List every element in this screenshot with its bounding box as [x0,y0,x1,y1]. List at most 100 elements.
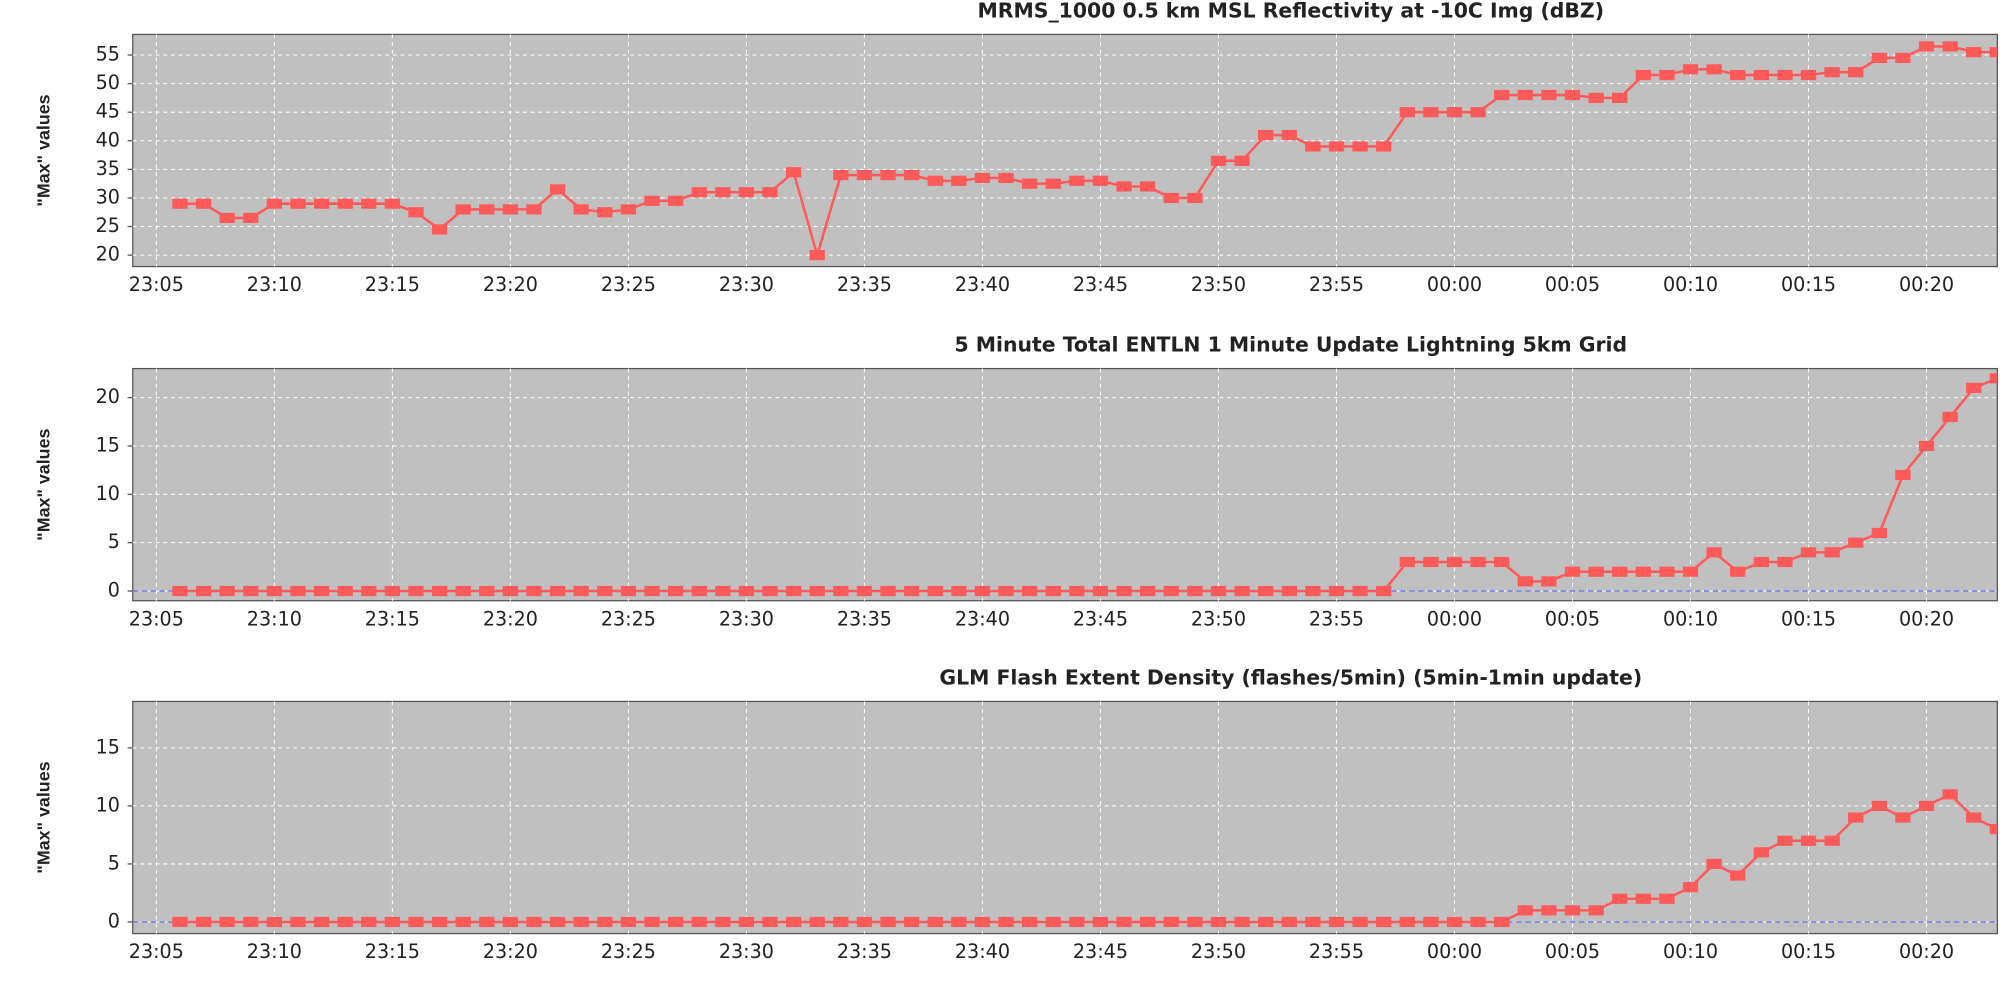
point-marker [620,204,637,215]
point-marker [431,224,448,235]
point-marker [1092,916,1109,928]
point-marker [1376,141,1392,152]
point-marker [1541,905,1557,916]
point-marker [1163,192,1179,204]
point-marker [172,916,188,928]
point-marker [1989,373,1998,384]
point-marker [1234,585,1250,597]
point-marker [1989,47,1998,58]
point-marker [1116,181,1132,192]
point-marker [1470,107,1486,118]
point-marker [1848,812,1864,823]
point-marker [1564,905,1581,916]
point-marker [1777,69,1793,81]
point-marker [1753,69,1769,81]
x-tick-label: 23:40 [955,607,1010,630]
point-marker [691,916,707,928]
x-tick-label: 23:30 [719,273,774,296]
point-marker [1328,141,1345,152]
point-marker [1730,870,1746,881]
point-marker [431,916,448,928]
point-marker [1446,556,1463,568]
point-marker [1399,916,1415,928]
point-marker [172,198,188,209]
point-marker [1706,858,1722,870]
point-marker [856,916,873,928]
point-marker [691,585,707,597]
point-marker [573,204,589,215]
y-tick-label: 0 [108,579,120,602]
point-marker [1588,92,1604,103]
point-marker [809,250,825,261]
point-marker [431,585,448,597]
y-tick-label: 40 [96,128,120,151]
point-marker [1659,893,1675,904]
point-marker [1281,916,1297,928]
point-marker [1045,178,1061,189]
point-marker [1210,916,1227,928]
point-marker [715,916,731,928]
point-marker [1777,835,1793,846]
point-marker [1140,916,1156,928]
point-marker [644,195,660,206]
x-tick-label: 00:05 [1545,940,1600,963]
x-tick-label: 00:15 [1781,940,1836,963]
point-marker [951,916,967,928]
point-marker [1800,835,1817,846]
point-marker [1635,566,1651,577]
point-marker [1824,835,1840,846]
point-marker [1612,893,1628,904]
point-marker [1966,382,1982,394]
point-marker [1163,916,1179,928]
x-tick-label: 00:20 [1899,940,1954,963]
point-marker [1824,547,1840,558]
x-tick-label: 23:35 [837,940,892,963]
point-marker [290,585,306,597]
x-tick-label: 23:15 [365,607,420,630]
point-marker [1753,847,1769,858]
point-marker [1210,585,1227,597]
x-tick-label: 23:20 [483,940,538,963]
point-marker [1635,893,1651,904]
point-marker [1281,585,1297,597]
point-marker [951,585,967,597]
x-tick-label: 00:00 [1427,273,1482,296]
point-marker [1918,41,1935,52]
point-marker [1328,585,1345,597]
point-marker [408,207,424,218]
point-marker [1517,576,1533,587]
point-marker [526,204,542,215]
point-marker [1942,41,1958,52]
point-marker [927,175,943,186]
point-marker [738,916,755,928]
point-marker [1092,585,1109,597]
series [172,789,1998,928]
x-tick-label: 00:10 [1663,273,1718,296]
point-marker [1682,882,1699,893]
point-marker [219,212,235,224]
point-marker [762,916,778,928]
point-marker [1541,89,1557,101]
point-marker [1588,566,1604,577]
x-tick-label: 00:10 [1663,607,1718,630]
point-marker [526,916,542,928]
point-marker [1376,916,1392,928]
point-marker [667,585,684,597]
y-axis-label: "Max" values [33,429,53,541]
point-marker [1942,411,1958,423]
point-marker [1706,64,1722,75]
point-marker [880,585,896,597]
point-marker [1777,556,1793,568]
point-marker [856,585,873,597]
point-marker [1021,178,1038,189]
point-marker [1258,585,1274,597]
point-marker [738,187,755,198]
point-marker [1470,916,1486,928]
point-marker [1588,905,1604,916]
point-marker [785,167,802,178]
point-marker [1187,585,1203,597]
point-marker [1942,789,1958,800]
point-marker [1446,107,1463,118]
x-tick-label: 23:15 [365,273,420,296]
point-marker [1399,107,1415,118]
